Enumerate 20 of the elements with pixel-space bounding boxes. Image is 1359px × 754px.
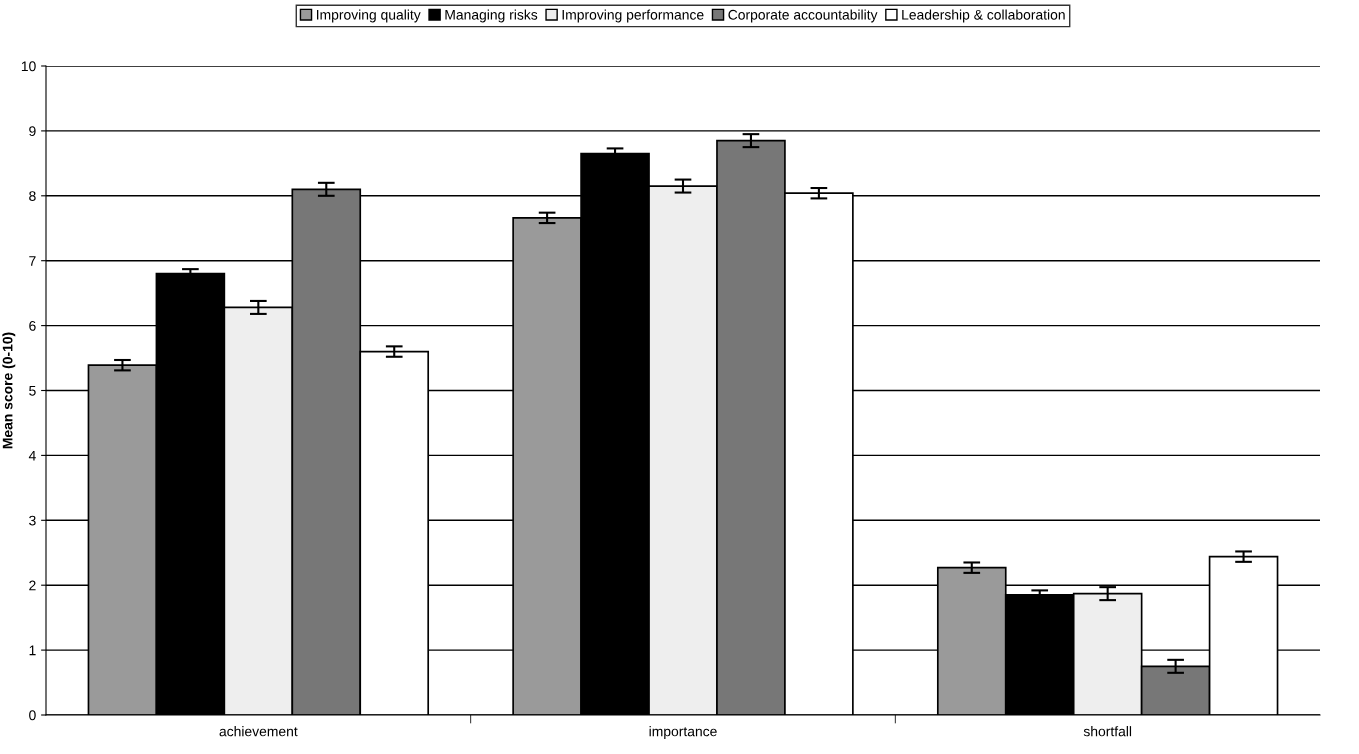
x-tick-label: achievement [219,726,298,737]
x-tick-label: importance [649,726,717,740]
y-tick-label: 5 [29,385,36,396]
legend-label: Leadership & collaboration [902,9,1065,23]
y-tick-label: 6 [29,320,36,331]
y-tick-label: 4 [28,450,36,461]
legend-label: Corporate accountability [728,9,878,23]
y-tick-label: 2 [29,580,36,591]
y-tick-label: 9 [29,126,36,137]
x-tick-label: shortfall [1083,726,1132,737]
y-tick-label: 7 [29,256,36,266]
legend-label: Improving quality [317,9,421,23]
y-tick-label: 1 [29,645,36,656]
y-axis-title: Mean score (0-10) [2,332,16,449]
y-tick-label: 8 [29,191,36,201]
y-tick-label: 0 [29,710,36,721]
y-tick-label: 10 [21,61,36,72]
legend-label: Managing risks [445,9,538,23]
legend-label: Improving performance [562,9,704,23]
y-tick-label: 3 [29,515,36,526]
